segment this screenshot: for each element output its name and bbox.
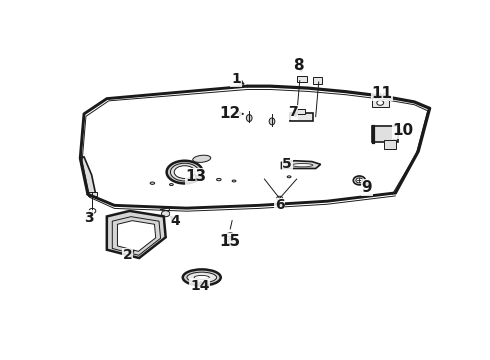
- FancyBboxPatch shape: [313, 77, 322, 84]
- FancyBboxPatch shape: [88, 192, 97, 196]
- Ellipse shape: [187, 272, 217, 283]
- Ellipse shape: [232, 180, 236, 182]
- Ellipse shape: [217, 179, 221, 181]
- Text: 4: 4: [171, 213, 180, 228]
- Text: 1: 1: [231, 72, 241, 86]
- Ellipse shape: [170, 184, 173, 185]
- Text: 12: 12: [220, 107, 241, 121]
- FancyBboxPatch shape: [372, 126, 398, 142]
- Text: 9: 9: [362, 180, 372, 195]
- Text: 14: 14: [190, 279, 210, 293]
- FancyBboxPatch shape: [290, 113, 313, 121]
- Text: 7: 7: [288, 105, 298, 120]
- Ellipse shape: [171, 163, 199, 181]
- Text: 11: 11: [371, 86, 392, 100]
- Ellipse shape: [292, 163, 313, 167]
- Polygon shape: [80, 157, 96, 194]
- FancyBboxPatch shape: [225, 237, 235, 243]
- Ellipse shape: [162, 211, 170, 217]
- Ellipse shape: [194, 275, 209, 279]
- Polygon shape: [118, 221, 156, 251]
- FancyBboxPatch shape: [297, 76, 307, 82]
- FancyBboxPatch shape: [372, 97, 389, 107]
- Ellipse shape: [174, 166, 195, 179]
- Ellipse shape: [276, 196, 283, 201]
- Ellipse shape: [269, 118, 275, 125]
- Ellipse shape: [193, 155, 211, 162]
- Ellipse shape: [89, 208, 96, 213]
- Ellipse shape: [150, 182, 155, 184]
- Text: 8: 8: [294, 58, 304, 73]
- Ellipse shape: [246, 114, 252, 122]
- Text: 6: 6: [275, 198, 284, 212]
- Text: 13: 13: [186, 169, 207, 184]
- Ellipse shape: [353, 176, 366, 185]
- Ellipse shape: [377, 100, 384, 105]
- Polygon shape: [107, 211, 166, 258]
- FancyBboxPatch shape: [297, 109, 305, 114]
- Ellipse shape: [226, 233, 234, 239]
- Text: 2: 2: [123, 248, 133, 262]
- Polygon shape: [281, 161, 320, 168]
- Text: 15: 15: [220, 234, 241, 249]
- Ellipse shape: [167, 161, 203, 184]
- Text: 10: 10: [392, 123, 414, 138]
- Ellipse shape: [287, 176, 291, 178]
- Text: 5: 5: [282, 157, 292, 171]
- Ellipse shape: [356, 178, 363, 183]
- Ellipse shape: [183, 269, 220, 285]
- FancyBboxPatch shape: [384, 140, 396, 149]
- Text: 3: 3: [84, 211, 94, 225]
